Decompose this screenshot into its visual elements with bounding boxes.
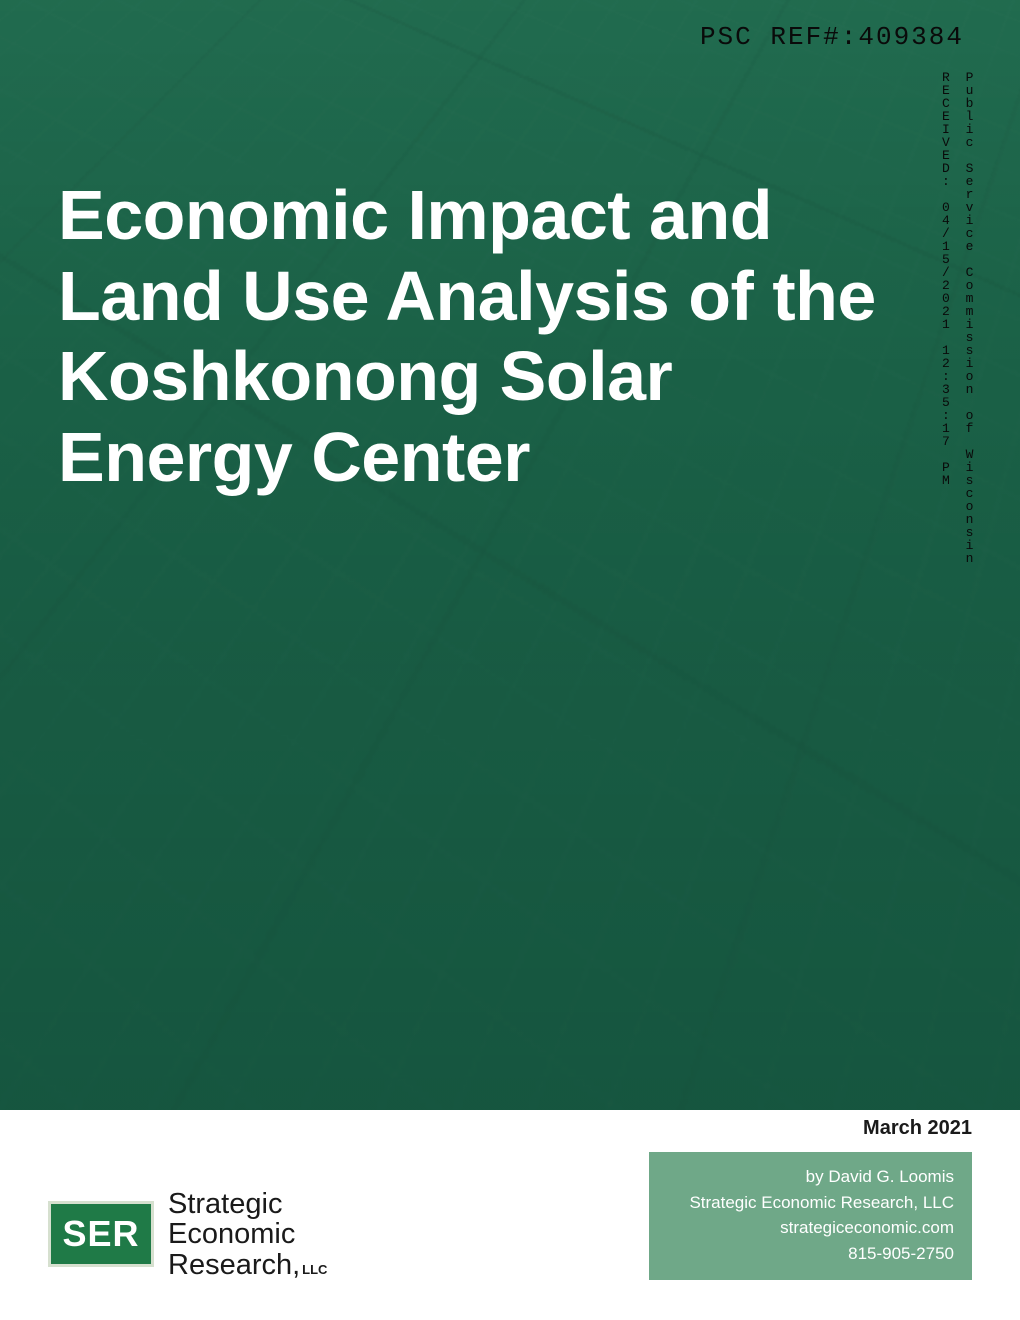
green-overlay xyxy=(0,0,1020,1110)
received-stamp: Public Service Commission of Wisconsin R… xyxy=(918,70,978,360)
logo-line-2: Economic xyxy=(168,1219,327,1249)
credit-website: strategiceconomic.com xyxy=(689,1215,954,1241)
publication-date: March 2021 xyxy=(649,1117,972,1140)
logo-line-3: Research,LLC xyxy=(168,1250,327,1280)
stamp-line-received: RECEIVED: 04/15/2021 12:35:17 PM xyxy=(937,70,955,360)
report-title: Economic Impact and Land Use Analysis of… xyxy=(58,175,900,497)
publisher-logo: SER Strategic Economic Research,LLC xyxy=(48,1189,327,1280)
ser-logo-badge: SER xyxy=(48,1201,154,1267)
credit-author: by David G. Loomis xyxy=(689,1164,954,1190)
ser-logo-text: Strategic Economic Research,LLC xyxy=(168,1189,327,1280)
logo-line-1: Strategic xyxy=(168,1189,327,1219)
credit-block: March 2021 by David G. Loomis Strategic … xyxy=(649,1117,972,1280)
credit-phone: 815-905-2750 xyxy=(689,1241,954,1267)
stamp-line-commission: Public Service Commission of Wisconsin xyxy=(960,70,978,360)
hero-background: PSC REF#:409384 Public Service Commissio… xyxy=(0,0,1020,1110)
footer: SER Strategic Economic Research,LLC Marc… xyxy=(0,1110,1020,1320)
psc-ref-stamp: PSC REF#:409384 xyxy=(700,22,964,52)
credit-box: by David G. Loomis Strategic Economic Re… xyxy=(649,1152,972,1280)
logo-line-3-text: Research, xyxy=(168,1249,300,1281)
logo-suffix: LLC xyxy=(302,1262,327,1277)
credit-company: Strategic Economic Research, LLC xyxy=(689,1190,954,1216)
